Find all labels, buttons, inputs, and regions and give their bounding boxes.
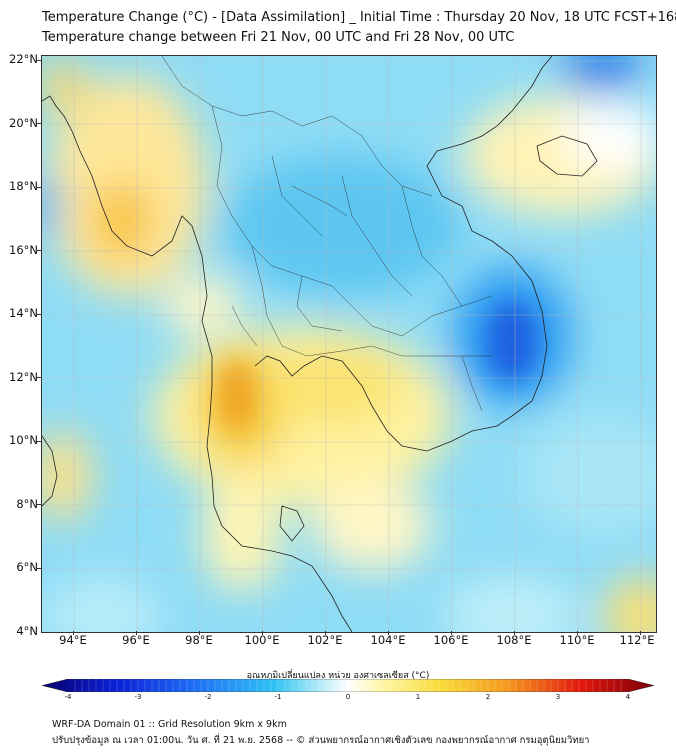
lat-label-10: 10°N	[9, 433, 38, 447]
lat-label-6: 6°N	[16, 560, 38, 574]
map-subtitle: Temperature change between Fri 21 Nov, 0…	[42, 30, 515, 45]
province-boundaries	[161, 56, 493, 412]
lon-label-110: 110°E	[559, 633, 595, 647]
colorbar-tick-neg2: -2	[204, 693, 212, 701]
colorbar-tick-3: 3	[555, 693, 561, 701]
lon-label-96: 96°E	[122, 633, 150, 647]
lon-label-108: 108°E	[496, 633, 532, 647]
colorbar-label: อุณหภูมิเปลี่ยนแปลง หน่วย องศาเซลเซียส (…	[246, 671, 430, 681]
lat-label-22: 22°N	[9, 52, 38, 66]
lon-label-94: 94°E	[59, 633, 87, 647]
temperature-change-map	[42, 56, 656, 632]
colorbar-tick-neg1: -1	[274, 693, 282, 701]
lat-label-20: 20°N	[9, 116, 38, 130]
lon-label-100: 100°E	[244, 633, 280, 647]
colorbar-tick-neg4: -4	[64, 693, 72, 701]
lon-label-106: 106°E	[433, 633, 469, 647]
map-panel	[41, 55, 657, 633]
colorbar-tick-4: 4	[625, 693, 631, 701]
map-title: Temperature Change (°C) - [Data Assimila…	[42, 10, 676, 25]
lon-label-98: 98°E	[185, 633, 213, 647]
lon-label-102: 102°E	[307, 633, 343, 647]
lat-label-4: 4°N	[16, 624, 38, 638]
colorbar-tick-1: 1	[415, 693, 421, 701]
lon-label-104: 104°E	[370, 633, 406, 647]
lon-label-112: 112°E	[619, 633, 655, 647]
lat-label-12: 12°N	[9, 370, 38, 384]
lat-label-16: 16°N	[9, 243, 38, 257]
footer-domain-info: WRF-DA Domain 01 :: Grid Resolution 9km …	[52, 719, 287, 730]
colorbar-tick-0: 0	[345, 693, 351, 701]
lat-label-8: 8°N	[16, 497, 38, 511]
colorbar-tick-neg3: -3	[134, 693, 142, 701]
colorbar	[42, 679, 654, 692]
lat-label-14: 14°N	[9, 306, 38, 320]
coastlines	[42, 56, 598, 632]
footer-credit: ปรับปรุงข้อมูล ณ เวลา 01:00น. วัน ศ. ที่…	[52, 735, 590, 746]
colorbar-tick-2: 2	[485, 693, 491, 701]
lat-label-18: 18°N	[9, 179, 38, 193]
